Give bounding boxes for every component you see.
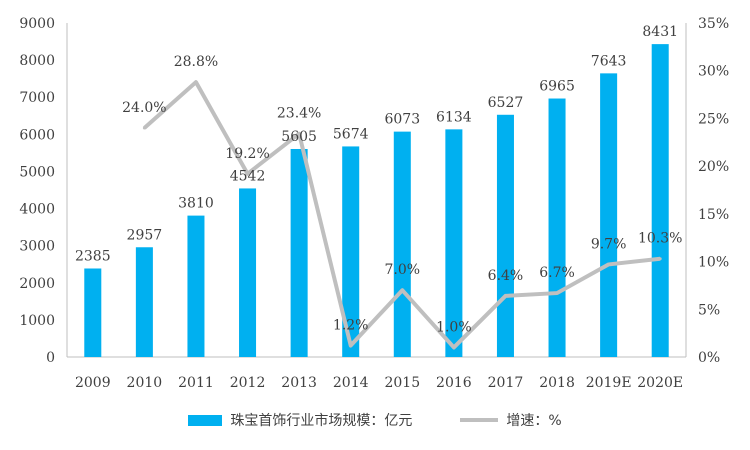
y-left-tick-label: 6000 [19, 127, 55, 143]
line-value-label: 10.3% [638, 231, 682, 247]
y-left-tick-label: 8000 [19, 53, 55, 69]
x-tick-label: 2017 [488, 375, 524, 391]
bar-2009 [84, 268, 102, 357]
bar-value-label: 7643 [591, 53, 627, 69]
bar-2016 [445, 129, 463, 357]
legend: 珠宝首饰行业市场规模：亿元 增速：% [0, 408, 750, 432]
x-tick-label: 2014 [333, 375, 369, 391]
line-value-label: 6.4% [488, 268, 524, 284]
bar-2010 [135, 247, 153, 357]
x-tick-label: 2019E [586, 375, 632, 391]
line-value-label: 6.7% [539, 265, 575, 281]
x-tick-label: 2013 [281, 375, 317, 391]
legend-item-bar: 珠宝首饰行业市场规模：亿元 [188, 410, 412, 430]
y-right-tick-label: 20% [698, 159, 729, 175]
line-value-label: 1.0% [436, 319, 472, 335]
y-right-tick-label: 5% [698, 302, 720, 318]
legend-bar-label: 珠宝首饰行业市场规模：亿元 [230, 413, 413, 429]
x-tick-label: 2012 [230, 375, 266, 391]
y-right-tick-label: 35% [698, 16, 729, 32]
y-right-tick-label: 25% [698, 111, 729, 127]
bar-2018 [548, 98, 566, 357]
y-left-tick-label: 5000 [19, 164, 55, 180]
legend-bar-swatch [188, 414, 223, 426]
line-point-2010 [142, 126, 146, 130]
bar-2015 [393, 131, 411, 357]
line-value-label: 9.7% [591, 236, 627, 252]
bar-value-label: 5605 [281, 129, 317, 145]
y-left-tick-label: 0 [46, 350, 55, 366]
y-left-tick-label: 3000 [19, 239, 55, 255]
line-series [142, 80, 662, 350]
bar-value-label: 6134 [436, 109, 472, 125]
line-point-2011 [194, 80, 198, 84]
x-tick-label: 2015 [384, 375, 420, 391]
y-right-tick-label: 10% [698, 255, 729, 271]
y-left-tick-label: 2000 [19, 276, 55, 292]
x-tick-label: 2018 [539, 375, 575, 391]
line-value-label: 28.8% [174, 54, 218, 70]
x-tick-label: 2020E [637, 375, 683, 391]
line-point-2015 [400, 288, 404, 292]
data-labels: 2385 2957 3810 4542 5605 5674 6073 6134 6527 6965… [75, 24, 682, 335]
line-point-2016 [452, 345, 456, 349]
y-right-tick-label: 0% [698, 350, 720, 366]
bar-value-label: 4542 [230, 168, 266, 184]
bar-value-label: 6527 [488, 95, 524, 111]
line-point-2019E [607, 262, 611, 266]
line-point-2013 [297, 132, 301, 136]
bar-series [84, 44, 669, 358]
line-value-label: 19.2% [225, 146, 269, 162]
bar-2012 [239, 188, 257, 357]
bar-2019E [600, 73, 618, 358]
line-point-2012 [246, 172, 250, 176]
y-left-tick-label: 9000 [19, 16, 55, 32]
line-value-label: 23.4% [277, 106, 321, 122]
line-point-2018 [555, 291, 559, 295]
y-left-tick-label: 7000 [19, 90, 55, 106]
x-tick-label: 2011 [178, 375, 214, 391]
legend-line-swatch [460, 418, 499, 422]
line-point-2014 [349, 344, 353, 348]
y-right-tick-label: 30% [698, 64, 729, 80]
legend-item-line: 增速：% [460, 410, 562, 430]
legend-line-label: 增速：% [506, 413, 562, 429]
line-value-label: 1.2% [333, 318, 369, 334]
bar-2017 [496, 114, 514, 357]
x-tick-label: 2016 [436, 375, 472, 391]
bar-value-label: 3810 [178, 196, 214, 212]
axes: 0 1000 2000 3000 4000 5000 6000 7000 8000 9000 0% 5… [19, 16, 729, 391]
bar-value-label: 6965 [539, 79, 575, 95]
line-point-2017 [503, 294, 507, 298]
line-value-label: 24.0% [122, 100, 166, 116]
bar-value-label: 5674 [333, 126, 369, 142]
bar-2020E [651, 44, 669, 358]
bar-2011 [187, 215, 205, 357]
line-value-label: 7.0% [385, 262, 421, 278]
y-left-tick-label: 1000 [19, 313, 55, 329]
y-left-tick-label: 4000 [19, 202, 55, 218]
x-tick-label: 2009 [75, 375, 111, 391]
x-tick-label: 2010 [127, 375, 163, 391]
bar-2014 [342, 146, 360, 357]
bar-value-label: 2385 [75, 248, 111, 264]
bar-value-label: 8431 [642, 24, 678, 40]
bar-value-label: 2957 [127, 227, 163, 243]
bar-value-label: 6073 [384, 112, 420, 128]
y-right-tick-label: 15% [698, 207, 729, 223]
bar-2013 [290, 148, 308, 357]
line-point-2020E [658, 257, 662, 261]
